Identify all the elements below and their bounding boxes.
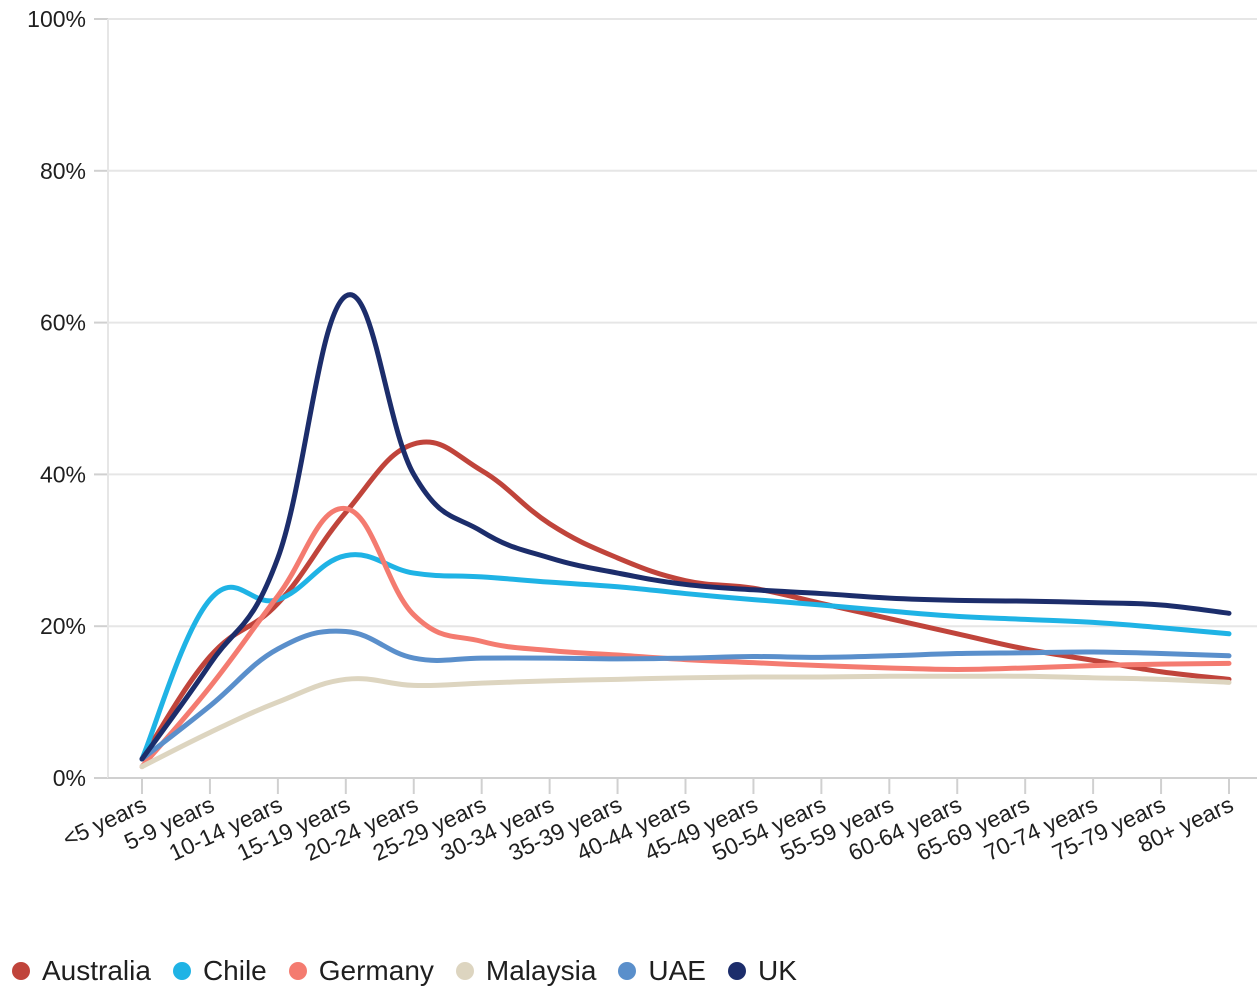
- legend-item-uae: UAE: [618, 955, 706, 987]
- legend-label: Chile: [202, 955, 267, 986]
- legend-label: Germany: [318, 955, 434, 986]
- legend-swatch-icon: [12, 962, 30, 980]
- legend: Australia Chile Germany Malaysia UAE UK: [12, 955, 819, 987]
- series-line-malaysia: [139, 673, 1232, 770]
- series-lines: [139, 292, 1232, 770]
- legend-item-uk: UK: [727, 955, 797, 987]
- series-line-uae: [139, 628, 1232, 762]
- series-line-uk: [139, 292, 1232, 762]
- y-tick-label: 60%: [40, 310, 86, 336]
- legend-item-chile: Chile: [172, 955, 267, 987]
- legend-label: UK: [757, 955, 797, 986]
- legend-swatch-icon: [172, 962, 191, 980]
- axes: [94, 18, 1257, 794]
- legend-item-australia: Australia: [12, 955, 151, 987]
- legend-item-germany: Germany: [288, 955, 434, 987]
- y-tick-label: 40%: [40, 461, 86, 487]
- y-tick-label: 20%: [40, 613, 86, 639]
- gridlines: [108, 18, 1257, 628]
- legend-label: UAE: [648, 955, 706, 986]
- legend-swatch-icon: [455, 962, 474, 980]
- legend-swatch-icon: [727, 962, 746, 980]
- series-line-chile: [139, 552, 1232, 762]
- y-tick-label: 80%: [40, 158, 86, 184]
- legend-swatch-icon: [288, 962, 307, 980]
- legend-label: Australia: [42, 955, 151, 986]
- legend-label: Malaysia: [485, 955, 597, 986]
- y-tick-label: 100%: [27, 6, 86, 32]
- legend-item-malaysia: Malaysia: [455, 955, 597, 987]
- y-tick-label: 0%: [53, 765, 86, 791]
- y-tick-labels: 0% 20% 40% 60% 80% 100%: [27, 6, 86, 791]
- legend-swatch-icon: [618, 962, 637, 980]
